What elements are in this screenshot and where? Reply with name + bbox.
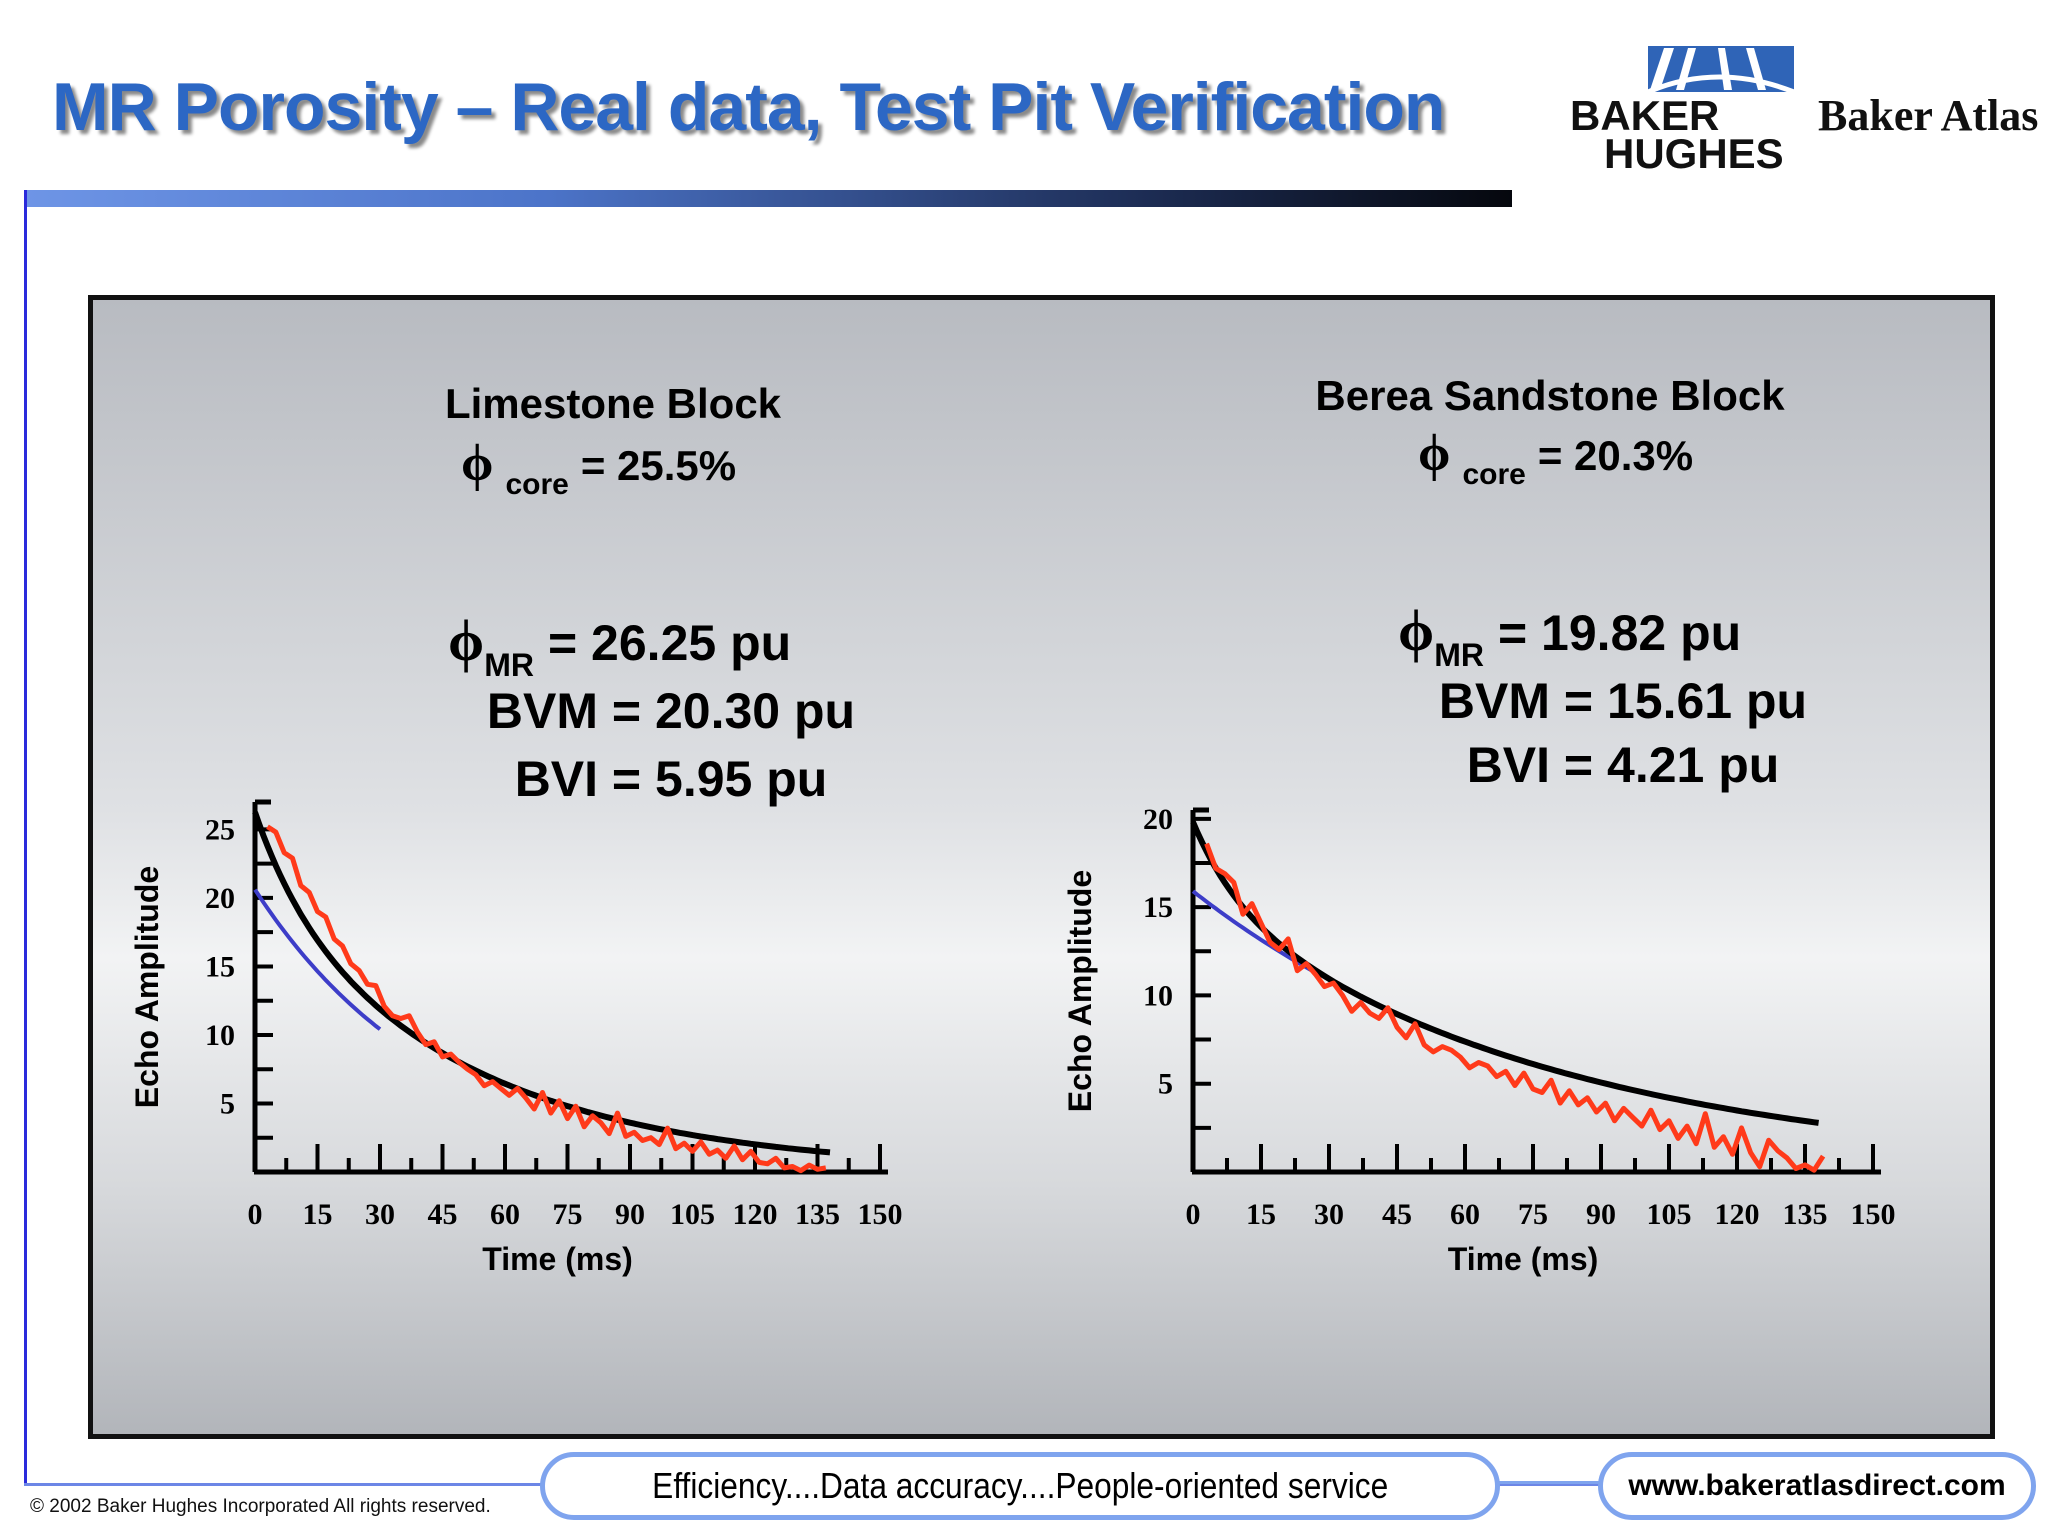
core-porosity-label: ϕ core = 25.5%: [461, 435, 736, 501]
baker-hughes-logo-mark: [1647, 46, 1795, 95]
mr-subscript: MR: [484, 647, 534, 683]
y-tick-label: 10: [205, 1019, 235, 1052]
x-tick-label: 135: [795, 1198, 840, 1231]
x-tick-label: 90: [1586, 1198, 1616, 1231]
phi-symbol: ϕ: [448, 608, 484, 673]
x-tick-label: 30: [365, 1198, 395, 1231]
x-tick-label: 150: [858, 1198, 903, 1231]
x-tick-label: 30: [1314, 1198, 1344, 1231]
phi-symbol: ϕ: [1398, 598, 1434, 663]
x-tick-label: 120: [1715, 1198, 1760, 1231]
mr-porosity-label: ϕMR = 26.25 pu: [448, 608, 791, 683]
mr-subscript: MR: [1434, 637, 1484, 673]
y-axis-label: Echo Amplitude: [1062, 870, 1098, 1112]
x-tick-label: 105: [670, 1198, 715, 1231]
bvi-label: BVI = 4.21 pu: [1467, 737, 1780, 793]
x-tick-label: 105: [1647, 1198, 1692, 1231]
y-tick-label: 5: [220, 1087, 235, 1120]
x-axis-label: Time (ms): [1448, 1241, 1599, 1277]
chart-panel: Limestone Block ϕ core = 25.5% ϕMR = 26.25 pu…: [88, 295, 1995, 1439]
website-link[interactable]: www.bakeratlasdirect.com: [1598, 1452, 2036, 1520]
y-tick-label: 25: [205, 813, 235, 846]
x-tick-label: 15: [1246, 1198, 1276, 1231]
slogan-text: Efficiency....Data accuracy....People-or…: [651, 1465, 1389, 1506]
x-tick-label: 60: [490, 1198, 520, 1231]
x-tick-label: 0: [248, 1198, 263, 1231]
core-porosity-label: ϕ core = 20.3%: [1418, 425, 1693, 491]
core-porosity-value: = 25.5%: [581, 442, 736, 489]
x-tick-label: 90: [615, 1198, 645, 1231]
x-tick-label: 75: [1518, 1198, 1548, 1231]
core-porosity-value: = 20.3%: [1538, 432, 1693, 479]
baker-hughes-logo: BAKER HUGHES: [1570, 46, 1795, 174]
core-subscript: core: [1462, 458, 1525, 491]
footer-connector-line: [1490, 1481, 1602, 1484]
total-fit-line: [1190, 820, 1819, 1126]
y-axis-label: Echo Amplitude: [129, 866, 165, 1108]
x-tick-label: 45: [1382, 1198, 1412, 1231]
baker-atlas-logo: Baker Atlas: [1818, 91, 2039, 140]
x-tick-label: 135: [1783, 1198, 1828, 1231]
slogan-banner: Efficiency....Data accuracy....People-or…: [540, 1452, 1500, 1520]
phi-symbol: ϕ: [461, 435, 493, 492]
title-underline-bar: [24, 190, 1512, 207]
left-border-line: [24, 190, 27, 1485]
y-tick-label: 10: [1143, 979, 1173, 1012]
chart-title: Berea Sandstone Block: [1315, 372, 1785, 419]
y-tick-label: 20: [205, 882, 235, 915]
bound-fluid-fit-line: [1191, 889, 1321, 977]
bound-fluid-fit-line: [253, 888, 382, 1031]
mr-porosity-value: = 26.25 pu: [548, 615, 791, 671]
total-fit-line: [252, 811, 831, 1156]
x-tick-label: 15: [303, 1198, 333, 1231]
x-tick-label: 120: [733, 1198, 778, 1231]
bvi-label: BVI = 5.95 pu: [515, 751, 828, 807]
y-tick-label: 15: [1143, 891, 1173, 924]
y-tick-label: 20: [1143, 803, 1173, 836]
y-tick-label: 5: [1158, 1068, 1173, 1101]
x-tick-label: 150: [1851, 1198, 1896, 1231]
mr-porosity-value: = 19.82 pu: [1498, 605, 1741, 661]
slide-title: MR Porosity – Real data, Test Pit Verifi…: [52, 69, 1445, 145]
x-tick-label: 60: [1450, 1198, 1480, 1231]
x-tick-label: 0: [1186, 1198, 1201, 1231]
bvm-label: BVM = 15.61 pu: [1439, 673, 1807, 729]
bvm-label: BVM = 20.30 pu: [487, 683, 855, 739]
measured-echo-line: [1204, 842, 1826, 1173]
logo-text-hughes: HUGHES: [1604, 130, 1784, 174]
y-tick-label: 15: [205, 950, 235, 983]
x-tick-label: 45: [428, 1198, 458, 1231]
copyright-notice: © 2002 Baker Hughes Incorporated All rig…: [30, 1496, 491, 1517]
mr-porosity-label: ϕMR = 19.82 pu: [1398, 598, 1741, 673]
x-axis-label: Time (ms): [482, 1241, 633, 1277]
core-subscript: core: [505, 468, 568, 501]
x-tick-label: 75: [553, 1198, 583, 1231]
logo-text-baker: BAKER: [1570, 92, 1719, 139]
phi-symbol: ϕ: [1418, 425, 1450, 482]
chart-title: Limestone Block: [445, 380, 782, 427]
measured-echo-line: [266, 824, 827, 1174]
